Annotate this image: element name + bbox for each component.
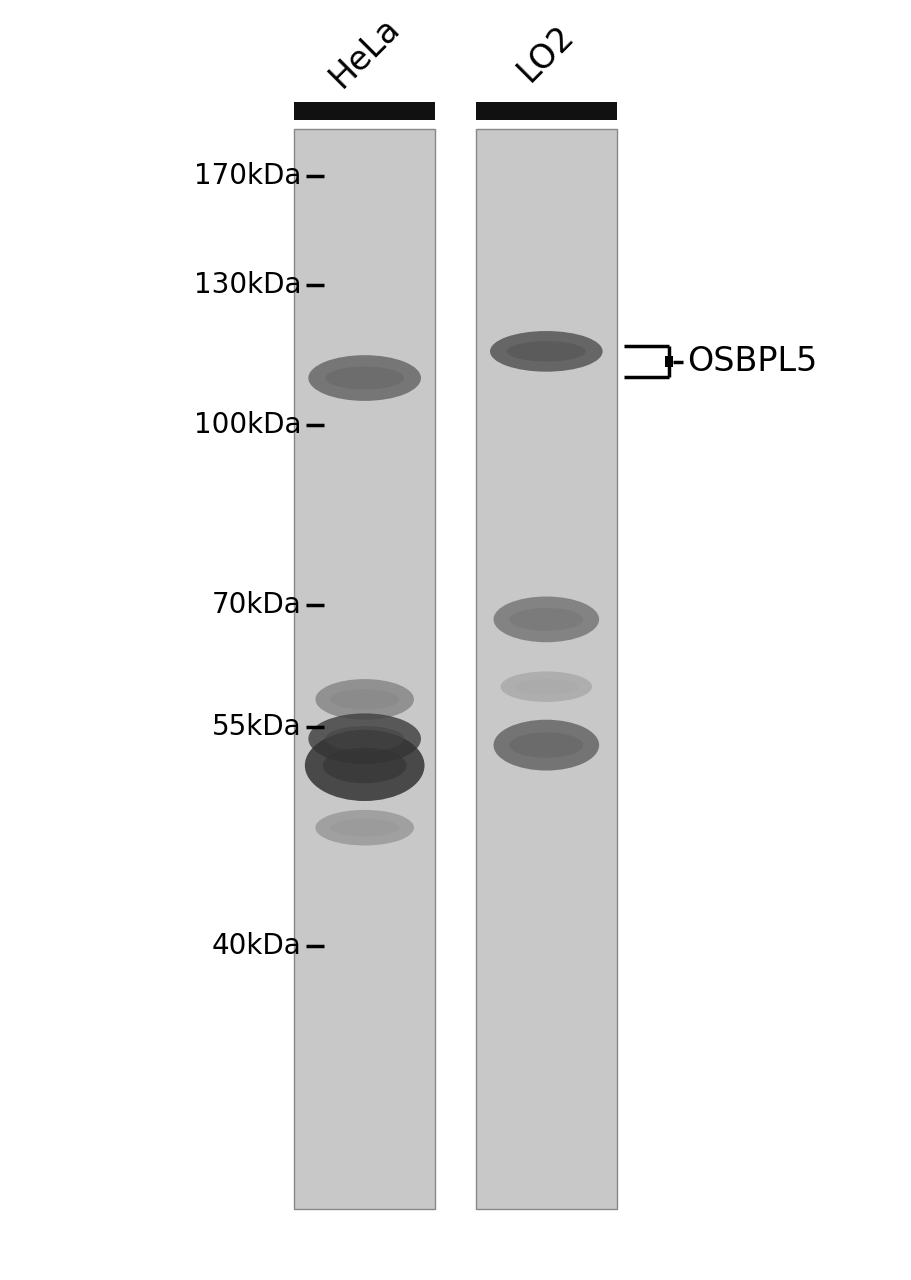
Text: HeLa: HeLa — [323, 12, 406, 95]
Ellipse shape — [330, 819, 399, 837]
Ellipse shape — [308, 355, 421, 401]
Text: OSBPL5: OSBPL5 — [687, 346, 817, 378]
Bar — [294, 102, 435, 120]
Ellipse shape — [322, 748, 406, 783]
Bar — [665, 356, 672, 366]
Ellipse shape — [305, 730, 425, 801]
Ellipse shape — [507, 342, 586, 361]
Text: 100kDa: 100kDa — [194, 411, 302, 439]
Ellipse shape — [330, 689, 399, 709]
Text: 170kDa: 170kDa — [194, 163, 302, 189]
Ellipse shape — [308, 713, 421, 764]
Bar — [294, 129, 435, 1208]
Ellipse shape — [325, 366, 404, 389]
Bar — [476, 129, 617, 1208]
Ellipse shape — [494, 719, 599, 771]
Bar — [476, 102, 617, 120]
Text: 70kDa: 70kDa — [211, 591, 302, 620]
Ellipse shape — [315, 810, 414, 846]
Ellipse shape — [509, 732, 583, 758]
Ellipse shape — [509, 608, 583, 631]
Ellipse shape — [315, 680, 414, 719]
Ellipse shape — [494, 596, 599, 643]
Ellipse shape — [325, 726, 404, 751]
Text: LO2: LO2 — [512, 18, 581, 87]
Ellipse shape — [500, 672, 592, 701]
Ellipse shape — [490, 332, 603, 371]
Text: 130kDa: 130kDa — [194, 271, 302, 300]
Text: 40kDa: 40kDa — [211, 932, 302, 960]
Text: 55kDa: 55kDa — [211, 713, 302, 741]
Ellipse shape — [515, 680, 578, 694]
